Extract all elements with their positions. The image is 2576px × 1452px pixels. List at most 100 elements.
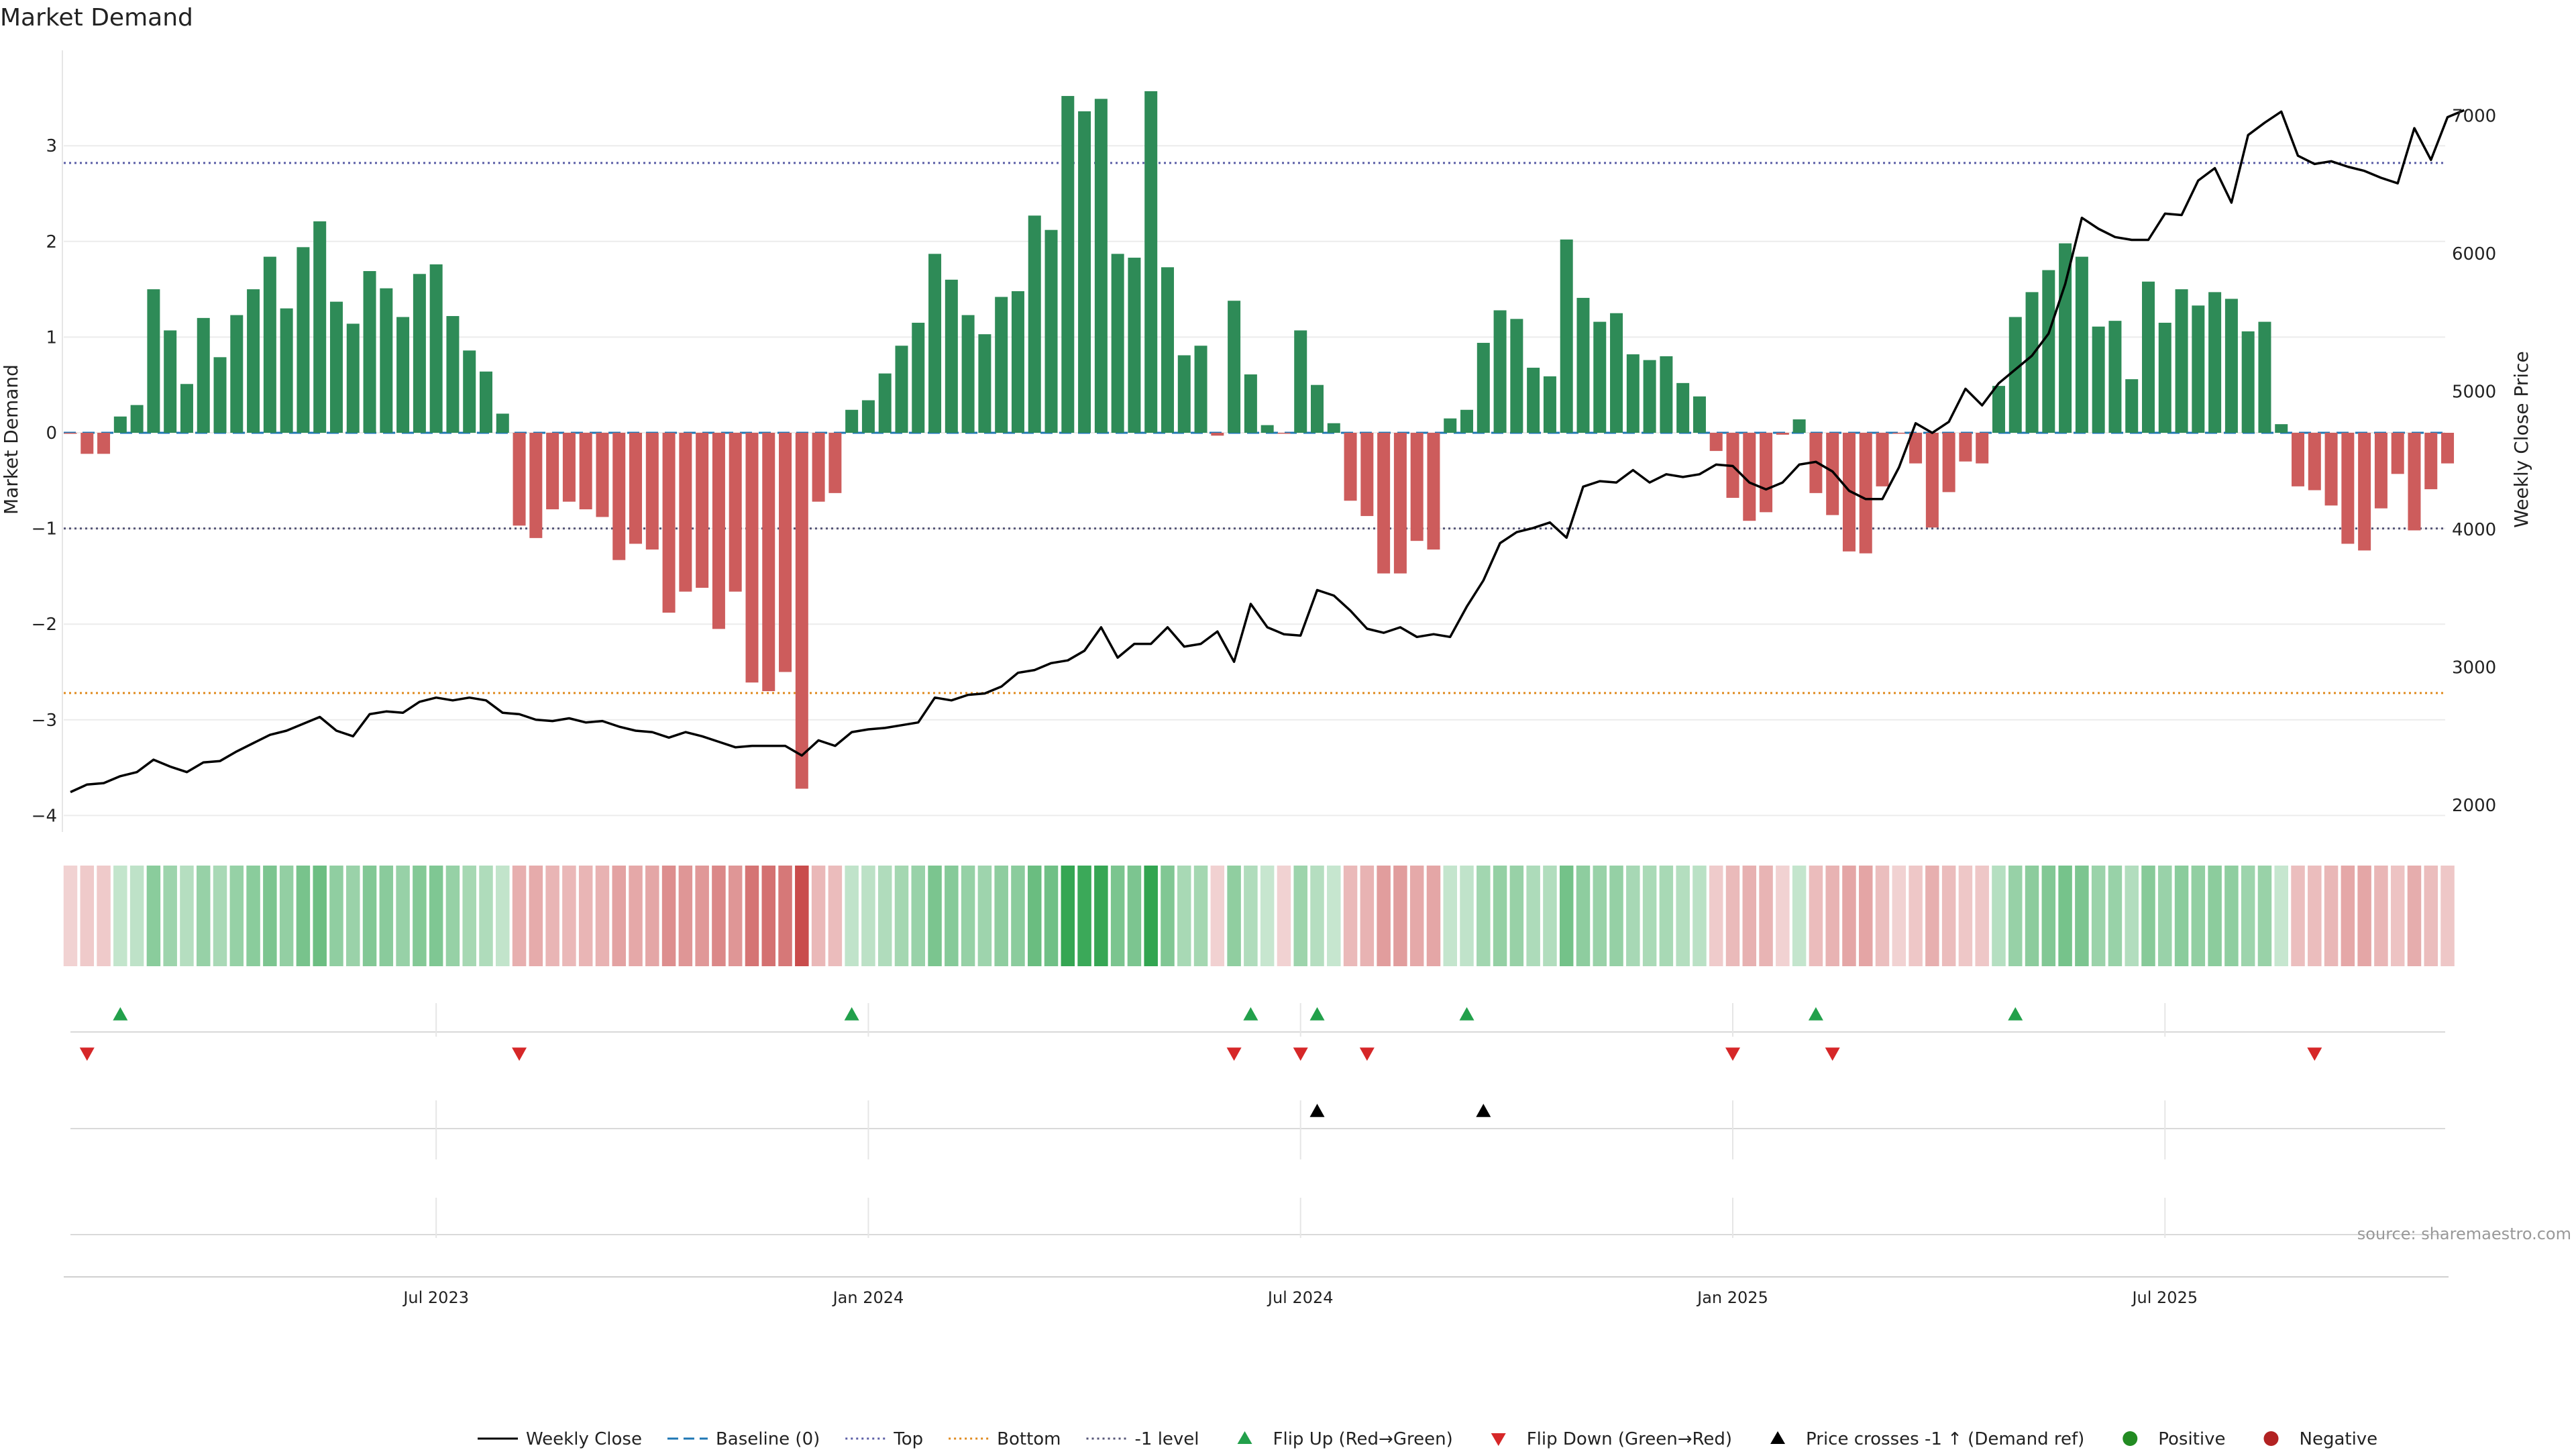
flip-up-marker (113, 1007, 128, 1021)
heat-cell (2208, 866, 2222, 966)
demand-bar (1327, 423, 1340, 433)
demand-bar (2125, 379, 2139, 433)
demand-bar (1344, 433, 1357, 501)
heat-cell (1659, 866, 1674, 966)
demand-bar (280, 308, 293, 433)
demand-bar (1760, 433, 1773, 513)
demand-bar (429, 264, 443, 433)
demand-bar (2075, 256, 2088, 433)
heat-cell (1609, 866, 1623, 966)
demand-bar (247, 289, 260, 433)
source-note: source: sharemaestro.com (2357, 1225, 2571, 1243)
heat-cell (712, 866, 726, 966)
y-tick-label: −3 (32, 711, 57, 731)
demand-bar (1959, 433, 1972, 462)
demand-bar (413, 274, 426, 433)
legend-label: Baseline (0) (716, 1429, 820, 1449)
demand-bar (861, 400, 875, 433)
demand-bar (745, 433, 759, 683)
heat-cell (1377, 866, 1391, 966)
x-tick-label: Jan 2025 (1696, 1288, 1768, 1307)
heat-cell (2407, 866, 2422, 966)
heat-cell (861, 866, 875, 966)
heat-cell (1559, 866, 1574, 966)
demand-bar (2059, 243, 2072, 433)
demand-bar (2025, 292, 2039, 433)
demand-bars (64, 91, 2455, 789)
heat-cell (1293, 866, 1307, 966)
demand-bar (1094, 99, 1108, 433)
demand-bar (1444, 418, 1457, 433)
heat-cell (1925, 866, 1939, 966)
demand-bar (1311, 384, 1324, 433)
heat-cell (1426, 866, 1441, 966)
heat-cell (2357, 866, 2371, 966)
demand-bar (1410, 433, 1424, 541)
demand-bar (1826, 433, 1839, 515)
heat-cell (695, 866, 709, 966)
heat-cell (462, 866, 476, 966)
y-axis-ticks: 3 2 1 0 −1 −2 −3 −4 (32, 136, 57, 826)
heat-cell (2174, 866, 2189, 966)
heat-cell (1909, 866, 1923, 966)
demand-bar (928, 254, 942, 433)
heat-cell (811, 866, 826, 966)
y-tick-label: −4 (32, 806, 57, 826)
y2-tick-label: 5000 (2452, 382, 2496, 403)
demand-heat-strip (63, 866, 2455, 966)
flip-down-marker (1725, 1047, 1740, 1061)
demand-bar (812, 433, 825, 502)
demand-bar (130, 405, 144, 433)
flip-up-marker (844, 1007, 859, 1021)
heat-cell (146, 866, 161, 966)
demand-bar (113, 416, 127, 433)
heat-cell (1992, 866, 2006, 966)
demand-bar (463, 350, 476, 433)
price-line-layer (70, 109, 2465, 794)
heat-cell (1144, 866, 1158, 966)
demand-bar (1427, 433, 1440, 550)
legend-label: Price crosses -1 ↑ (Demand ref) (1806, 1429, 2084, 1449)
heat-cell (961, 866, 975, 966)
heat-cell (2125, 866, 2139, 966)
demand-bar (2092, 326, 2105, 433)
demand-bar (1576, 297, 1590, 433)
chart-title: Market Demand (0, 4, 193, 32)
demand-bar (895, 346, 908, 433)
demand-bar (2341, 433, 2355, 544)
heat-cell (2424, 866, 2438, 966)
heat-cell (977, 866, 992, 966)
heat-cell (113, 866, 127, 966)
flip-down-marker (79, 1047, 95, 1061)
demand-bar (1377, 433, 1391, 574)
price-cross-marker (1309, 1104, 1325, 1117)
heat-cell (1526, 866, 1540, 966)
demand-bar (1909, 433, 1923, 464)
heat-cell (1792, 866, 1807, 966)
heat-cell (429, 866, 443, 966)
demand-bar (1610, 313, 1623, 433)
demand-bar (2308, 433, 2321, 490)
heat-cell (629, 866, 643, 966)
heat-cell (1493, 866, 1507, 966)
legend-marker-dot-red (2263, 1431, 2279, 1446)
demand-bar (2258, 321, 2271, 433)
flip-down-marker (1359, 1047, 1375, 1061)
heat-cell (1809, 866, 1823, 966)
demand-bar (1876, 433, 1889, 486)
legend-label: Top (893, 1429, 923, 1449)
demand-bar (1177, 355, 1191, 433)
demand-bar (480, 371, 492, 433)
heat-cell (877, 866, 892, 966)
demand-bar (1976, 433, 1989, 464)
heat-cell (1842, 866, 1856, 966)
demand-bar (2108, 321, 2122, 433)
price-cross-marker (1476, 1104, 1491, 1117)
legend-label: Weekly Close (526, 1429, 642, 1449)
demand-bar (1211, 433, 1224, 436)
demand-bar (1260, 425, 1274, 433)
legend-marker-dot-green (2123, 1431, 2138, 1446)
heat-cell (1941, 866, 1956, 966)
heat-cell (296, 866, 311, 966)
